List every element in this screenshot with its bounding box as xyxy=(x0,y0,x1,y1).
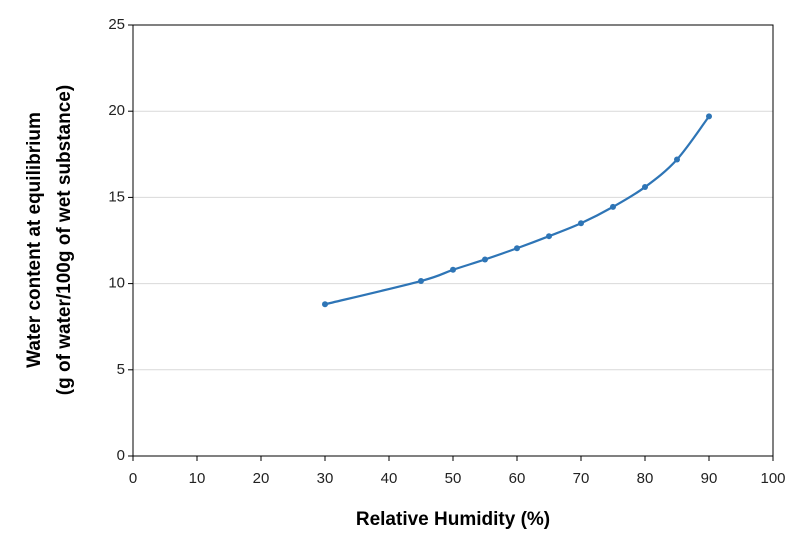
marker xyxy=(418,278,424,285)
y-axis-label-line: (g of water/100g of wet substance) xyxy=(54,85,75,395)
y-axis-label: Water content at equilibrium (g of water… xyxy=(24,85,75,395)
x-tick-label: 40 xyxy=(381,470,398,487)
y-axis-label-line: Water content at equilibrium xyxy=(24,112,45,368)
x-tick-label: 30 xyxy=(317,470,334,487)
x-tick-label: 50 xyxy=(445,470,462,487)
y-tick-label: 10 xyxy=(108,275,125,292)
x-tick-label: 20 xyxy=(253,470,270,487)
marker xyxy=(642,184,648,191)
marker xyxy=(450,266,456,273)
x-tick-label: 100 xyxy=(760,470,785,487)
plot-area xyxy=(132,24,774,457)
marker xyxy=(610,203,616,210)
x-tick-label: 10 xyxy=(189,470,206,487)
marker xyxy=(482,256,488,263)
x-tick-label: 0 xyxy=(129,470,137,487)
x-tick-label: 60 xyxy=(509,470,526,487)
y-tick-label: 0 xyxy=(117,447,125,464)
y-tick-label: 15 xyxy=(108,188,125,205)
marker xyxy=(706,113,712,120)
marker xyxy=(322,301,328,308)
marker xyxy=(514,245,520,252)
x-tick-label: 70 xyxy=(573,470,590,487)
y-tick-label: 5 xyxy=(117,361,125,378)
line xyxy=(324,115,710,306)
x-axis-label: Relative Humidity (%) xyxy=(356,509,550,530)
x-tick-label: 80 xyxy=(637,470,654,487)
y-tick-label: 25 xyxy=(108,16,125,33)
marker xyxy=(674,156,680,163)
marker xyxy=(546,233,552,240)
x-tick-label: 90 xyxy=(701,470,718,487)
y-tick-label: 20 xyxy=(108,102,125,119)
marker xyxy=(578,220,584,227)
